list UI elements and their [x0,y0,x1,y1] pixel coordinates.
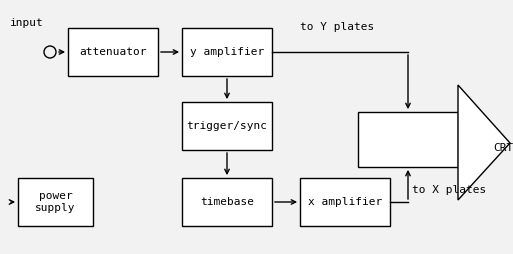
Bar [182,28,272,76]
Text: trigger/sync: trigger/sync [187,121,267,131]
Text: x amplifier: x amplifier [308,197,382,207]
Polygon shape [458,85,510,200]
Bar [300,178,390,226]
Text: to Y plates: to Y plates [300,22,374,32]
Bar [358,112,458,167]
Text: input: input [10,18,44,28]
Bar [182,178,272,226]
Text: CRT: CRT [494,143,513,153]
Bar [182,102,272,150]
Text: to X plates: to X plates [412,185,486,195]
Text: y amplifier: y amplifier [190,47,264,57]
Text: timebase: timebase [200,197,254,207]
Text: power
supply: power supply [35,191,76,213]
Bar [68,28,158,76]
Bar [18,178,93,226]
Text: attenuator: attenuator [79,47,147,57]
